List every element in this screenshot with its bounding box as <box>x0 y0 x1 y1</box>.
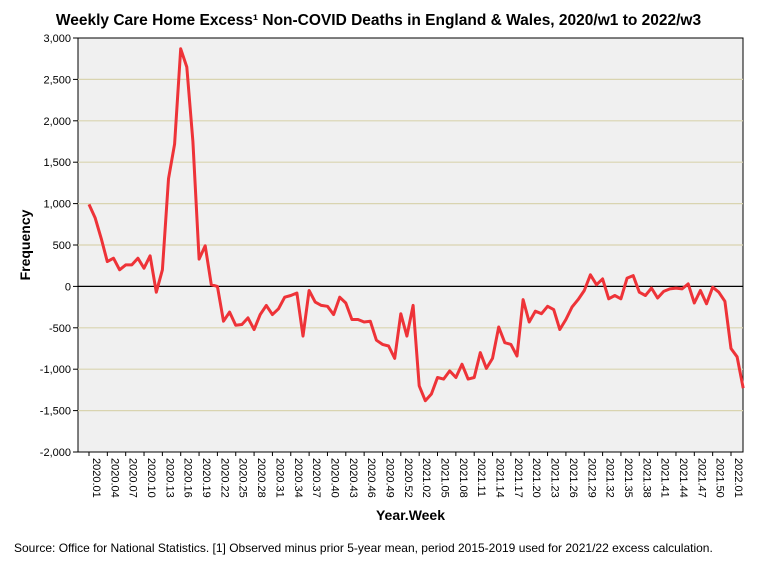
x-tick-label: 2021.17 <box>512 458 524 498</box>
y-tick-label: -1,000 <box>40 364 71 376</box>
y-tick-label: -2,000 <box>40 447 71 459</box>
x-tick-label: 2021.26 <box>567 458 579 498</box>
x-tick-label: 2021.44 <box>677 458 689 498</box>
y-tick-label: 1,500 <box>43 157 71 169</box>
x-tick-label: 2020.19 <box>200 458 212 498</box>
x-tick-label: 2020.43 <box>347 458 359 498</box>
x-tick-label: 2020.37 <box>310 458 322 498</box>
y-tick-label: -500 <box>49 323 71 335</box>
x-tick-label: 2021.38 <box>640 458 652 498</box>
y-tick-label: 500 <box>53 240 71 252</box>
x-tick-label: 2021.14 <box>494 458 506 498</box>
x-tick-label: 2021.41 <box>659 458 671 498</box>
x-tick-label: 2020.25 <box>237 458 249 498</box>
y-tick-label: 0 <box>65 281 71 293</box>
x-tick-label: 2021.11 <box>475 458 487 497</box>
chart-title: Weekly Care Home Excess¹ Non-COVID Death… <box>55 12 702 29</box>
x-tick-label: 2021.02 <box>420 458 432 498</box>
x-axis-title: Year.Week <box>376 507 445 523</box>
source-note: Source: Office for National Statistics. … <box>14 541 713 555</box>
x-tick-label: 2020.22 <box>218 458 230 498</box>
x-tick-label: 2020.10 <box>145 458 157 498</box>
x-tick-label: 2021.32 <box>604 458 616 498</box>
x-tick-label: 2021.05 <box>439 458 451 498</box>
x-tick-label: 2021.23 <box>549 458 561 498</box>
y-tick-label: 1,000 <box>43 199 71 211</box>
y-tick-label: 2,500 <box>43 74 71 86</box>
x-tick-label: 2020.13 <box>163 458 175 498</box>
x-tick-label: 2020.07 <box>127 458 139 498</box>
y-tick-label: 2,000 <box>43 116 71 128</box>
x-tick-label: 2020.28 <box>255 458 267 498</box>
x-tick-label: 2020.46 <box>365 458 377 498</box>
x-tick-label: 2021.20 <box>530 458 542 498</box>
x-tick-label: 2020.49 <box>383 458 395 498</box>
x-tick-label: 2021.50 <box>714 458 726 498</box>
x-tick-label: 2021.08 <box>457 458 469 498</box>
x-tick-label: 2020.40 <box>328 458 340 498</box>
x-tick-label: 2020.52 <box>402 458 414 498</box>
x-tick-label: 2020.01 <box>90 458 102 498</box>
x-tick-label: 2022.01 <box>732 458 744 498</box>
x-tick-label: 2021.35 <box>622 458 634 498</box>
y-tick-label: -1,500 <box>40 406 71 418</box>
x-tick-label: 2020.16 <box>182 458 194 498</box>
y-axis-title: Frequency <box>17 209 33 280</box>
y-tick-label: 3,000 <box>43 33 71 45</box>
data-line <box>87 47 745 403</box>
x-tick-label: 2020.34 <box>292 458 304 498</box>
x-tick-label: 2020.31 <box>273 458 285 498</box>
x-tick-label: 2021.47 <box>695 458 707 498</box>
x-tick-label: 2020.04 <box>108 458 120 498</box>
x-tick-label: 2021.29 <box>585 458 597 498</box>
